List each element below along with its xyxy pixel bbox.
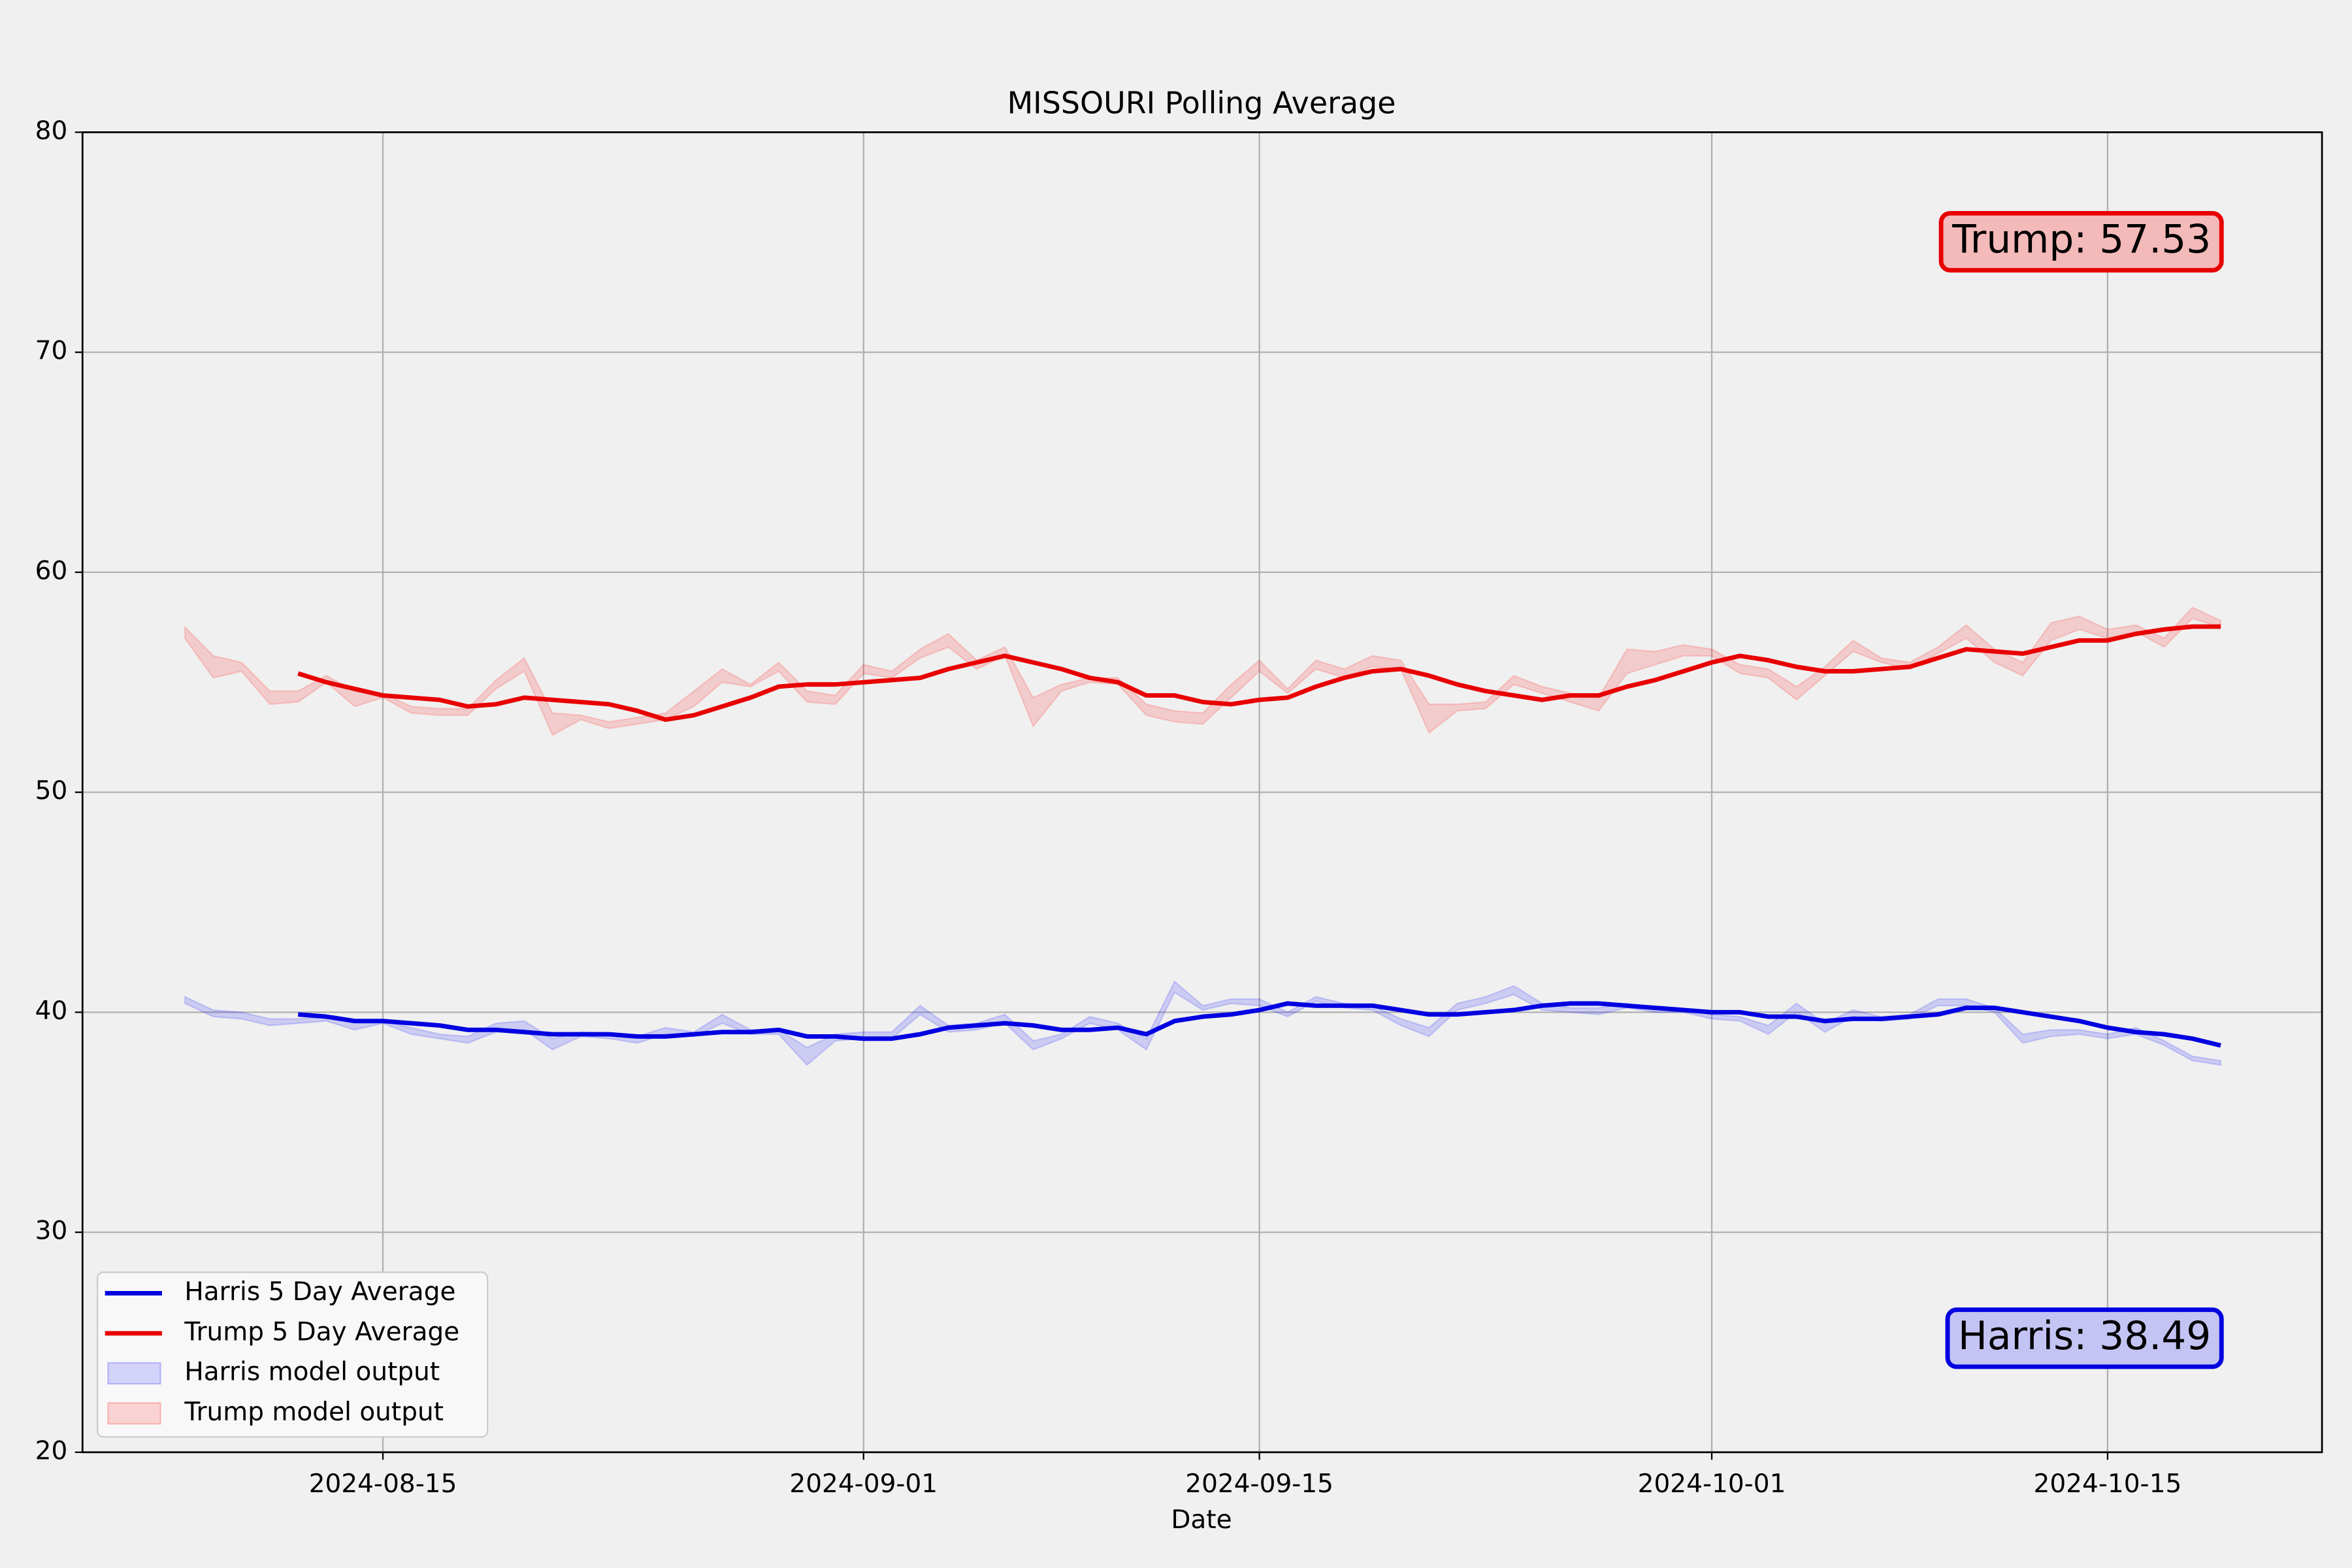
annotation-text: Trump: 57.53: [1952, 218, 2211, 263]
y-tick-label: 70: [35, 336, 68, 366]
annotation: Harris: 38.49: [1945, 1307, 2224, 1369]
legend-swatch: [107, 1362, 161, 1385]
x-axis-label: Date: [1171, 1505, 1232, 1535]
legend-swatch: [107, 1402, 161, 1425]
legend-box: [97, 1271, 489, 1438]
model-output-band: [184, 980, 2222, 1066]
x-tick-label: 2024-09-01: [789, 1469, 938, 1499]
chart-title: MISSOURI Polling Average: [1007, 86, 1396, 121]
y-tick-label: 30: [35, 1217, 68, 1246]
legend-label: Trump 5 Day Average: [184, 1317, 459, 1347]
x-tick-label: 2024-10-01: [1638, 1469, 1786, 1499]
annotation-box: [1938, 210, 2224, 273]
legend-label: Harris model output: [184, 1358, 440, 1387]
y-tick-label: 60: [35, 556, 68, 585]
plot-frame: [81, 131, 2323, 1454]
x-tick-label: 2024-08-15: [309, 1469, 457, 1499]
annotation-box: [1945, 1307, 2224, 1369]
average-line: [297, 1001, 2221, 1048]
y-tick-label: 40: [35, 996, 68, 1026]
x-tick-label: 2024-10-15: [2034, 1469, 2182, 1499]
legend-label: Trump model output: [184, 1397, 444, 1427]
legend-label: Harris 5 Day Average: [184, 1277, 455, 1307]
y-tick-label: 80: [35, 116, 68, 146]
y-tick-label: 20: [35, 1436, 68, 1465]
annotation-text: Harris: 38.49: [1958, 1314, 2211, 1359]
average-line: [297, 624, 2221, 722]
legend: Harris 5 Day Average Trump 5 Day Average H…: [97, 1271, 489, 1438]
x-tick-label: 2024-09-15: [1185, 1469, 1333, 1499]
y-tick-label: 50: [35, 776, 68, 806]
model-output-band: [184, 606, 2222, 736]
annotation: Trump: 57.53: [1938, 210, 2224, 273]
